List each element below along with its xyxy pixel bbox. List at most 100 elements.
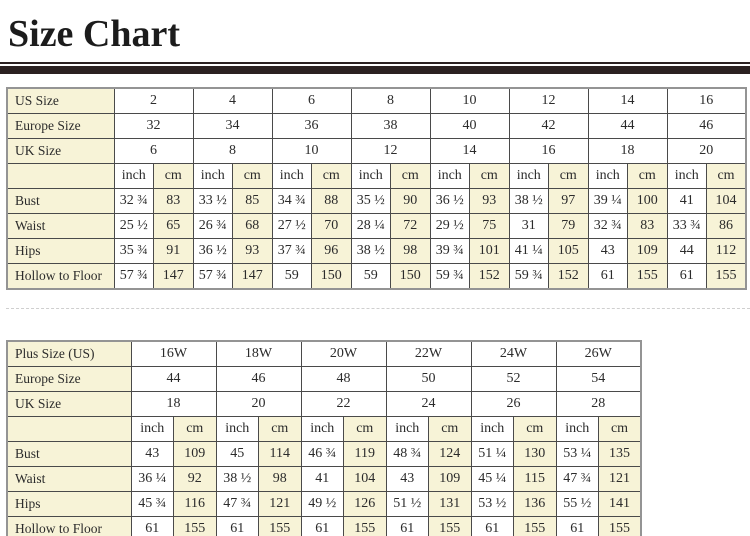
inch-value: 39 ¾ <box>429 237 470 264</box>
row-label: Europe Size <box>6 112 115 139</box>
cm-value: 109 <box>627 237 668 264</box>
cm-value: 104 <box>706 187 747 214</box>
cm-value: 93 <box>232 237 273 264</box>
size-value: 26 <box>470 390 557 417</box>
inch-value: 38 ½ <box>350 237 391 264</box>
size-value: 4 <box>192 87 273 114</box>
cm-value: 121 <box>258 490 302 517</box>
cm-value: 147 <box>232 262 273 290</box>
inch-value: 34 ¾ <box>271 187 312 214</box>
unit-cm-label: cm <box>173 415 217 442</box>
inch-value: 36 ½ <box>429 187 470 214</box>
inch-value: 59 ¾ <box>508 262 549 290</box>
unit-inch-label: inch <box>470 415 514 442</box>
measurement-row: Hollow to Floor 57 ¾ 147 57 ¾ 147 59 150 59 150 5… <box>6 262 747 290</box>
unit-inch-label: inch <box>271 162 312 189</box>
cm-value: 83 <box>153 187 194 214</box>
size-value: 24 <box>385 390 472 417</box>
cm-value: 92 <box>173 465 217 492</box>
unit-inch-label: inch <box>666 162 707 189</box>
size-value: 54 <box>555 365 642 392</box>
size-value: 20 <box>666 137 747 164</box>
standard-size-table-slot: US Size 2 4 6 8 10 12 14 16 Europe Size 32 34 36 38 40… <box>6 86 750 290</box>
standard-size-table: US Size 2 4 6 8 10 12 14 16 Europe Size 32 34 36 38 40… <box>6 86 747 290</box>
size-row: UK Size 18 20 22 24 26 28 <box>6 390 642 417</box>
unit-inch-label: inch <box>385 415 429 442</box>
cm-value: 98 <box>258 465 302 492</box>
unit-cm-label: cm <box>258 415 302 442</box>
inch-value: 45 <box>215 440 259 467</box>
cm-value: 109 <box>428 465 472 492</box>
inch-value: 33 ¾ <box>666 212 707 239</box>
tables-container: US Size 2 4 6 8 10 12 14 16 Europe Size 32 34 36 38 40… <box>0 86 750 536</box>
cm-value: 155 <box>706 262 747 290</box>
size-value: 18 <box>130 390 217 417</box>
unit-inch-label: inch <box>192 162 233 189</box>
inch-value: 38 ½ <box>215 465 259 492</box>
inch-value: 61 <box>555 515 599 536</box>
cm-value: 116 <box>173 490 217 517</box>
inch-value: 61 <box>666 262 707 290</box>
inch-value: 53 ¼ <box>555 440 599 467</box>
inch-value: 33 ½ <box>192 187 233 214</box>
size-value: 46 <box>215 365 302 392</box>
cm-value: 88 <box>311 187 352 214</box>
cm-value: 91 <box>153 237 194 264</box>
cm-value: 90 <box>390 187 431 214</box>
inch-value: 59 <box>350 262 391 290</box>
divider-thin-line <box>0 61 750 64</box>
inch-value: 46 ¾ <box>300 440 344 467</box>
size-value: 16 <box>666 87 747 114</box>
inch-value: 41 ¼ <box>508 237 549 264</box>
inch-value: 41 <box>666 187 707 214</box>
row-label: Hips <box>6 490 132 517</box>
row-label: UK Size <box>6 390 132 417</box>
inch-value: 49 ½ <box>300 490 344 517</box>
row-label: UK Size <box>6 137 115 164</box>
cm-value: 109 <box>173 440 217 467</box>
divider-thick-bar <box>0 65 750 74</box>
size-value: 52 <box>470 365 557 392</box>
size-value: 50 <box>385 365 472 392</box>
cm-value: 96 <box>311 237 352 264</box>
cm-value: 115 <box>513 465 557 492</box>
size-value: 28 <box>555 390 642 417</box>
measurement-row: Hollow to Floor 61 155 61 155 61 155 61 155 61 155… <box>6 515 642 536</box>
size-value: 48 <box>300 365 387 392</box>
cm-value: 114 <box>258 440 302 467</box>
unit-inch-label: inch <box>113 162 154 189</box>
cm-value: 65 <box>153 212 194 239</box>
size-value: 34 <box>192 112 273 139</box>
unit-inch-label: inch <box>587 162 628 189</box>
size-value: 22 <box>300 390 387 417</box>
inch-value: 61 <box>300 515 344 536</box>
unit-cm-label: cm <box>390 162 431 189</box>
size-value: 12 <box>350 137 431 164</box>
cm-value: 93 <box>469 187 510 214</box>
size-row: Europe Size 44 46 48 50 52 54 <box>6 365 642 392</box>
row-label: Europe Size <box>6 365 132 392</box>
unit-cm-label: cm <box>153 162 194 189</box>
inch-value: 61 <box>130 515 174 536</box>
table-separator-dashed-line <box>6 307 750 309</box>
inch-value: 45 ¾ <box>130 490 174 517</box>
size-value: 44 <box>587 112 668 139</box>
unit-cm-label: cm <box>706 162 747 189</box>
inch-value: 36 ½ <box>192 237 233 264</box>
unit-cm-label: cm <box>627 162 668 189</box>
size-value: 10 <box>271 137 352 164</box>
cm-value: 83 <box>627 212 668 239</box>
cm-value: 100 <box>627 187 668 214</box>
cm-value: 70 <box>311 212 352 239</box>
cm-value: 85 <box>232 187 273 214</box>
plus-size-table-slot: Plus Size (US) 16W 18W 20W 22W 24W 26W Europe S… <box>6 339 750 536</box>
size-row: Europe Size 32 34 36 38 40 42 44 46 <box>6 112 747 139</box>
row-label: Bust <box>6 187 115 214</box>
cm-value: 75 <box>469 212 510 239</box>
title-divider-rule <box>0 61 750 74</box>
unit-cm-label: cm <box>311 162 352 189</box>
unit-cm-label: cm <box>232 162 273 189</box>
size-row: US Size 2 4 6 8 10 12 14 16 <box>6 87 747 114</box>
